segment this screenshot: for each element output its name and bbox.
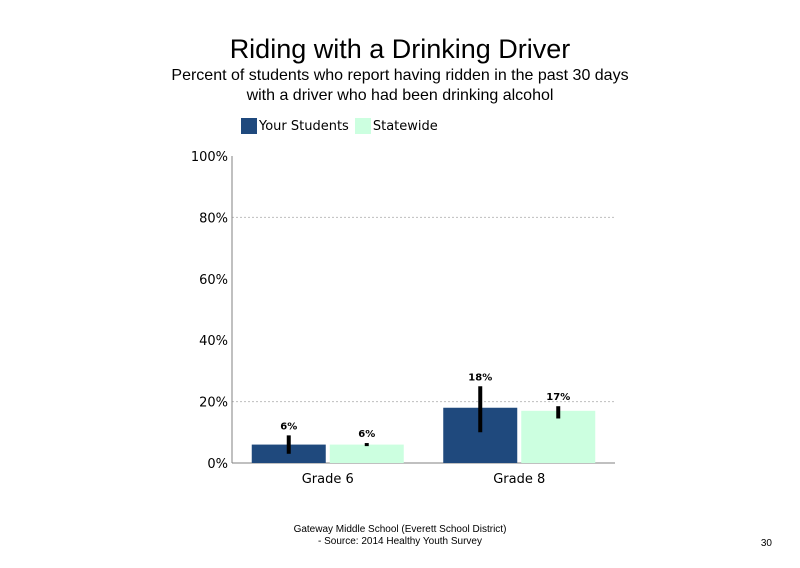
legend-swatch-statewide	[354, 118, 371, 134]
y-tick-label: 80%	[199, 211, 228, 226]
legend-label-statewide: Statewide	[372, 118, 438, 134]
footer-school-line: Gateway Middle School (Everett School Di…	[293, 524, 507, 535]
legend-item-statewide: Statewide	[354, 118, 438, 134]
data-label: 17%	[546, 392, 570, 403]
data-label: 6%	[280, 421, 297, 432]
footer-source-line: - Source: 2014 Healthy Youth Survey	[318, 536, 482, 547]
legend-item-your-students: Your Students	[241, 118, 349, 134]
y-tick-label: 100%	[191, 150, 228, 165]
legend-label-your-students: Your Students	[259, 118, 349, 134]
legend: Your Students Statewide	[241, 118, 444, 134]
data-label: 6%	[358, 429, 375, 440]
footer: Gateway Middle School (Everett School Di…	[200, 524, 600, 548]
y-tick-label: 60%	[199, 273, 228, 288]
x-tick-label: Grade 6	[302, 472, 354, 487]
chart-title: Riding with a Drinking Driver	[229, 34, 571, 64]
bar-statewide-grade-8	[521, 410, 596, 463]
bar-statewide-grade-6	[329, 444, 404, 463]
chart-subtitle: Percent of students who report having ri…	[171, 67, 629, 104]
x-tick-label: Grade 8	[493, 472, 545, 487]
page-number: 30	[760, 538, 772, 549]
y-tick-label: 0%	[207, 457, 228, 472]
y-tick-label: 40%	[199, 334, 228, 349]
y-tick-label: 20%	[199, 396, 228, 411]
legend-swatch-your-students	[241, 118, 257, 134]
data-label: 18%	[468, 372, 492, 383]
